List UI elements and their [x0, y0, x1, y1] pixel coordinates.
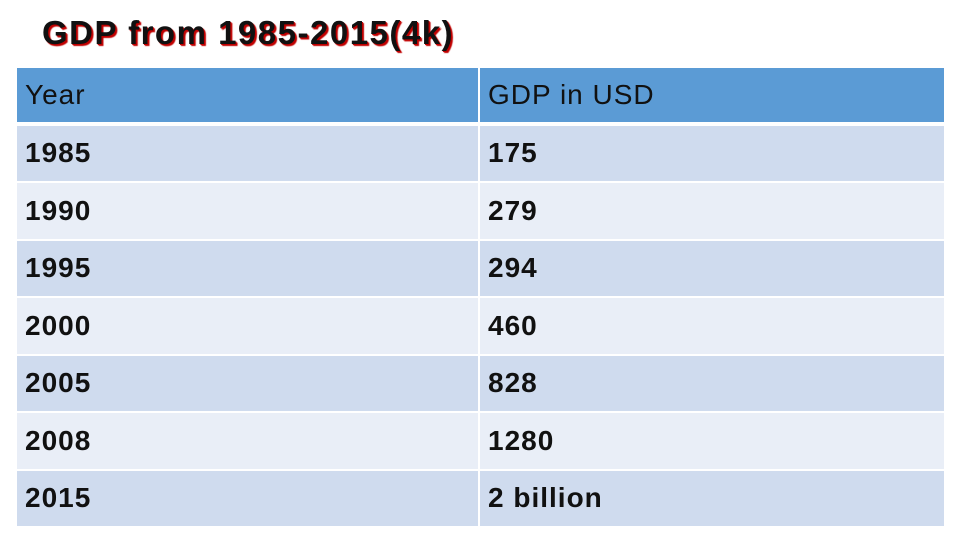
- table-cell: 1985: [17, 125, 480, 183]
- table-row: 2008 1280: [17, 413, 944, 471]
- table: Year GDP in USD 1985 175 1990 279 1995 294 2000 4…: [17, 68, 944, 528]
- table-row: 2005 828: [17, 355, 944, 413]
- header-cell: GDP in USD: [480, 68, 944, 124]
- table-cell: 279: [480, 183, 944, 241]
- table-cell: 2008: [17, 413, 480, 471]
- table-cell: 2015: [17, 470, 480, 528]
- table-cell: 294: [480, 240, 944, 298]
- table-row: 2015 2 billion: [17, 470, 944, 528]
- table-cell: 1995: [17, 240, 480, 298]
- table-cell: 1990: [17, 183, 480, 241]
- table-cell: 460: [480, 298, 944, 356]
- table-row: 1985 175: [17, 125, 944, 183]
- table-row: 1990 279: [17, 183, 944, 241]
- table-row: 1995 294: [17, 240, 944, 298]
- table-cell: 175: [480, 125, 944, 183]
- header-cell: Year: [17, 68, 480, 124]
- table-cell: 2000: [17, 298, 480, 356]
- slide-title: GDP from 1985-2015(4k): [42, 14, 455, 51]
- table-header-row: Year GDP in USD: [17, 68, 944, 126]
- table-row: 2000 460: [17, 298, 944, 356]
- table-cell: 828: [480, 355, 944, 413]
- table-cell: 2005: [17, 355, 480, 413]
- table-cell: 2 billion: [480, 470, 944, 528]
- table-cell: 1280: [480, 413, 944, 471]
